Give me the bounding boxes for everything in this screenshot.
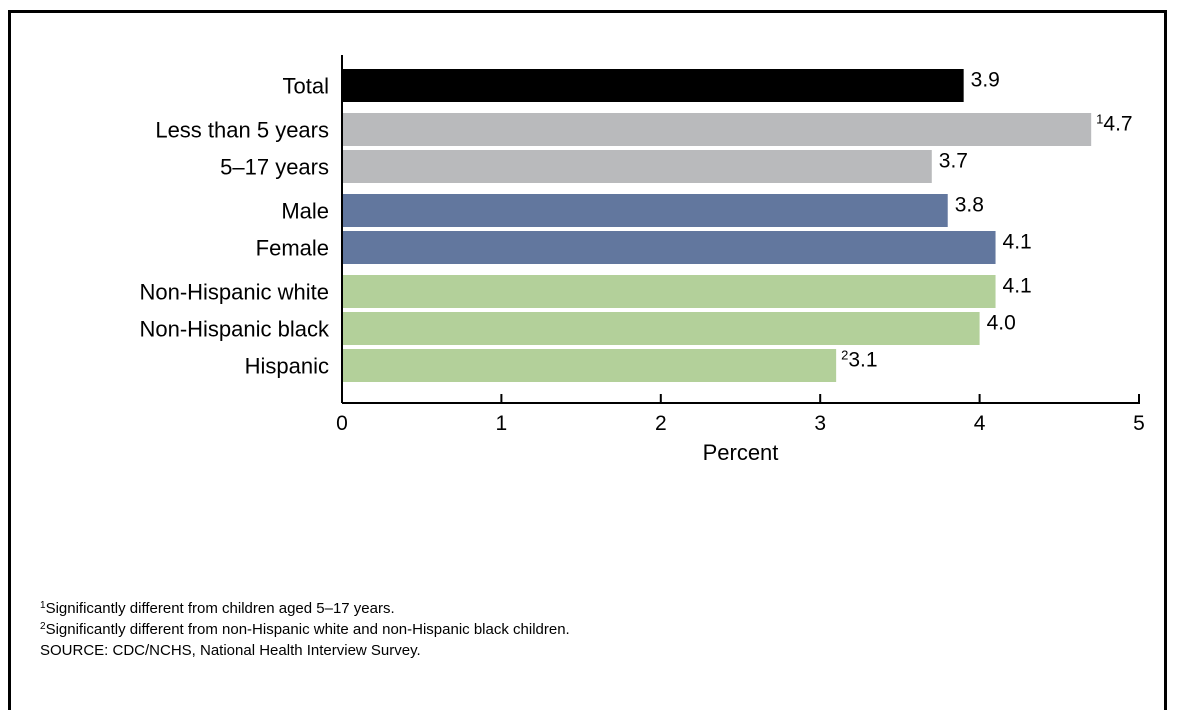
footnote-2: 2Significantly different from non-Hispan… bbox=[40, 619, 570, 640]
category-label-non-hispanic-black: Non-Hispanic black bbox=[139, 317, 330, 342]
footnote-2-text: Significantly different from non-Hispani… bbox=[45, 621, 570, 638]
category-label-male: Male bbox=[281, 199, 329, 224]
bar-female bbox=[343, 231, 996, 264]
category-label-female: Female bbox=[256, 236, 329, 261]
x-tick-label-0: 0 bbox=[336, 412, 348, 435]
bar-non-hispanic-black bbox=[343, 312, 980, 345]
footnote-1: 1Significantly different from children a… bbox=[40, 598, 570, 619]
bar-total bbox=[343, 69, 964, 102]
footnotes: 1Significantly different from children a… bbox=[40, 598, 570, 661]
figure-frame bbox=[8, 10, 1167, 710]
value-label-5-17-years: 3.7 bbox=[939, 150, 968, 173]
value-label-female: 4.1 bbox=[1003, 231, 1032, 254]
footnote-2-marker: 2 bbox=[40, 621, 46, 632]
bar-less-than-5-years bbox=[343, 113, 1092, 146]
footnote-1-marker: 1 bbox=[40, 600, 46, 611]
category-label-hispanic: Hispanic bbox=[245, 354, 329, 379]
bar-5-17-years bbox=[343, 150, 932, 183]
value-label-non-hispanic-white: 4.1 bbox=[1003, 275, 1032, 298]
source-note: SOURCE: CDC/NCHS, National Health Interv… bbox=[40, 642, 421, 659]
value-label-total: 3.9 bbox=[971, 69, 1000, 92]
footnote-1-text: Significantly different from children ag… bbox=[45, 600, 395, 617]
x-tick-label-5: 5 bbox=[1133, 412, 1145, 435]
bar-male bbox=[343, 194, 948, 227]
bar-non-hispanic-white bbox=[343, 275, 996, 308]
category-label-less-than-5-years: Less than 5 years bbox=[155, 118, 329, 143]
value-label-hispanic: 23.1 bbox=[841, 348, 877, 372]
value-label-non-hispanic-black: 4.0 bbox=[987, 312, 1016, 335]
value-label-less-than-5-years: 14.7 bbox=[1096, 112, 1132, 136]
x-axis-title: Percent bbox=[703, 440, 779, 465]
bar-chart: Total 3.9 Less than 5 years 14.7 5–17 years 3… bbox=[139, 55, 1145, 465]
value-label-male: 3.8 bbox=[955, 194, 984, 217]
category-label-non-hispanic-white: Non-Hispanic white bbox=[139, 280, 329, 305]
category-label-5-17-years: 5–17 years bbox=[220, 155, 329, 180]
x-tick-label-2: 2 bbox=[655, 412, 667, 435]
x-tick-label-1: 1 bbox=[496, 412, 508, 435]
x-tick-label-3: 3 bbox=[814, 412, 826, 435]
bar-hispanic bbox=[343, 349, 837, 382]
x-tick-label-4: 4 bbox=[974, 412, 986, 435]
category-label-total: Total bbox=[283, 74, 329, 99]
